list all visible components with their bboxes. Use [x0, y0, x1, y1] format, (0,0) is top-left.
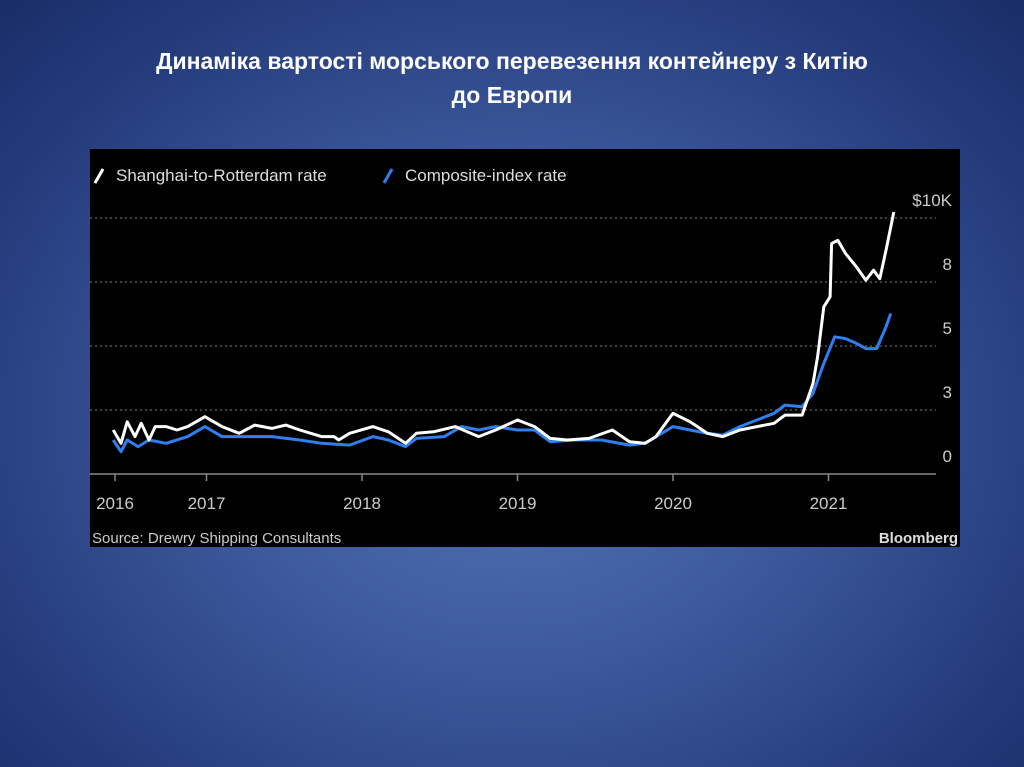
- freight-rate-chart: 0 3 5 8 $10K 2016 2017 2018 2019 2020 2021 Shangha…: [90, 149, 960, 547]
- y-tick-label: 3: [943, 383, 952, 402]
- y-tick-label: 5: [943, 319, 952, 338]
- source-note: Source: Drewry Shipping Consultants: [92, 530, 341, 547]
- x-tick-label: 2017: [188, 494, 226, 513]
- series-line-shanghai: [111, 211, 896, 445]
- legend-swatch-composite: [382, 168, 394, 184]
- slide-title: Динаміка вартості морського перевезення …: [0, 44, 1024, 112]
- legend-label-shanghai: Shanghai-to-Rotterdam rate: [116, 166, 327, 185]
- x-tick-label: 2016: [96, 494, 134, 513]
- legend: Shanghai-to-Rotterdam rate Composite-ind…: [93, 166, 567, 185]
- chart-svg: 0 3 5 8 $10K 2016 2017 2018 2019 2020 2021 Shangha…: [90, 166, 958, 547]
- bloomberg-logo: Bloomberg: [879, 530, 958, 547]
- legend-label-composite: Composite-index rate: [405, 166, 567, 185]
- slide-title-line-2: до Европи: [451, 82, 573, 108]
- x-tick-label: 2021: [810, 494, 848, 513]
- x-tick-label: 2019: [499, 494, 537, 513]
- y-tick-label: 8: [943, 255, 952, 274]
- x-tick-label: 2018: [343, 494, 381, 513]
- series-line-composite: [111, 313, 893, 454]
- y-tick-label: 0: [943, 447, 952, 466]
- y-tick-label: $10K: [912, 191, 952, 210]
- legend-swatch-shanghai: [93, 168, 105, 184]
- x-tick-label: 2020: [654, 494, 692, 513]
- slide-title-line-1: Динаміка вартості морського перевезення …: [156, 48, 868, 74]
